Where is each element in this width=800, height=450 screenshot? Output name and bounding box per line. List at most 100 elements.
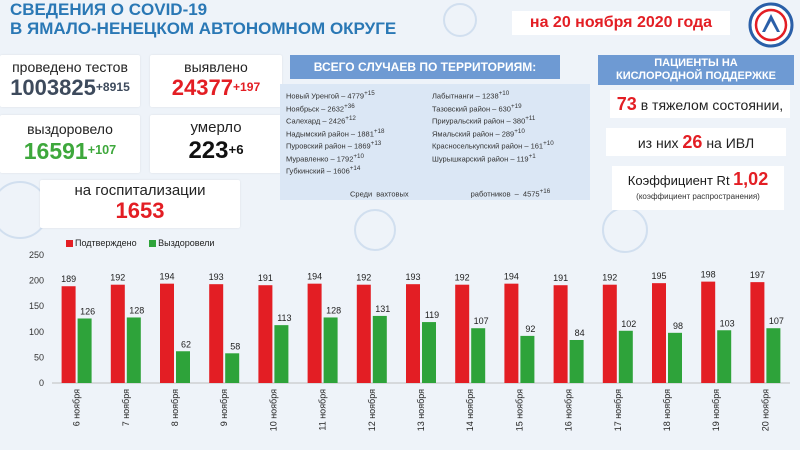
tests-label: проведено тестов [12, 59, 128, 75]
data-label-recovered: 62 [181, 339, 191, 349]
hospital-value: 1653 [115, 198, 165, 223]
territory-delta: +18 [373, 127, 385, 135]
oxygen-title-line-2: КИСЛОРОДНОЙ ПОДДЕРЖКЕ [616, 70, 776, 82]
territory-value: 161 [530, 141, 544, 151]
legend-item-recovered: Выздоровели [149, 238, 214, 248]
died-card: умерло 223+6 [150, 115, 282, 173]
x-tick-label: 12 ноября [367, 389, 377, 431]
bar-recovered [668, 332, 682, 383]
bar-confirmed [455, 284, 470, 383]
oxygen-ivl-row: из них 26 на ИВЛ [606, 128, 786, 156]
territory-shift-workers: Среди вахтовых работников – 4575+16 [350, 188, 550, 199]
rt-value: 1,02 [733, 169, 769, 189]
bar-recovered [225, 353, 240, 383]
territory-name: Салехард – [286, 116, 329, 126]
bar-recovered [569, 339, 584, 383]
left-row: Новый Уренгой – 4779+15 [286, 88, 385, 101]
bar-recovered [422, 322, 436, 383]
territory-delta: +10 [353, 152, 365, 160]
bar-recovered [618, 330, 633, 383]
left-row: Салехард – 2426+12 [286, 113, 385, 126]
y-tick-label: 250 [29, 250, 44, 260]
territory-delta: +10 [514, 127, 525, 135]
data-label-confirmed: 192 [356, 273, 371, 283]
oxygen-title-line-1: ПАЦИЕНТЫ НА [654, 57, 738, 69]
data-label-confirmed: 194 [159, 272, 174, 282]
data-label-confirmed: 191 [258, 273, 273, 283]
oxygen-ivl-suffix: на ИВЛ [702, 135, 755, 151]
data-label-confirmed: 189 [61, 274, 76, 284]
chart-legend: Подтверждено Выздоровели [66, 238, 224, 248]
right-row: Приуральский район – 380+11 [432, 113, 554, 126]
found-value: 24377 [171, 75, 233, 100]
territory-delta: +10 [498, 90, 510, 97]
data-label-confirmed: 193 [209, 272, 224, 282]
territory-delta: +14 [349, 165, 361, 172]
data-label-confirmed: 198 [701, 270, 716, 280]
territory-name: Ноябрьск – [286, 104, 328, 113]
y-tick-label: 200 [29, 276, 44, 286]
bar-confirmed [701, 281, 716, 383]
found-card: выявлено 24377+197 [150, 55, 282, 107]
territories-panel: Новый Уренгой – 4779+15 Ноябрьск – 2632+3… [280, 84, 590, 200]
territory-value: 380 [512, 116, 526, 126]
territory-value: 2426 [328, 116, 346, 126]
territory-delta: +19 [510, 102, 522, 110]
yanao-logo-icon [748, 2, 794, 48]
territory-name: Муравленко – [286, 154, 337, 163]
data-label-confirmed: 192 [110, 273, 125, 283]
bar-recovered [520, 335, 535, 383]
page-title: СВЕДЕНИЯ О COVID-19 В ЯМАЛО-НЕНЕЦКОМ АВТ… [10, 0, 440, 38]
bar-confirmed [553, 285, 568, 383]
data-label-confirmed: 192 [602, 273, 617, 283]
rt-label: Коэффициент Rt [627, 173, 734, 188]
bar-confirmed [61, 286, 76, 383]
died-delta: +6 [228, 141, 244, 157]
x-tick-label: 6 ноября [72, 389, 82, 426]
data-label-recovered: 84 [575, 328, 585, 338]
territory-name: Пуровский район – [286, 141, 354, 151]
territory-shift-value: 4575 [522, 189, 540, 199]
data-label-recovered: 98 [673, 321, 683, 331]
right-row: Тазовский район – 630+19 [432, 101, 554, 114]
bar-recovered [471, 328, 486, 383]
data-label-confirmed: 193 [405, 272, 420, 282]
x-tick-label: 13 ноября [416, 389, 426, 431]
bar-confirmed [602, 284, 617, 383]
data-label-recovered: 58 [230, 341, 240, 351]
oxygen-ivl-value: 26 [682, 132, 703, 152]
bar-recovered [717, 330, 732, 383]
territory-name: Красноселькупский район – [432, 141, 531, 151]
data-label-recovered: 126 [80, 306, 95, 316]
data-label-recovered: 128 [129, 305, 144, 315]
recovered-card: выздоровело 16591+107 [0, 115, 140, 173]
x-tick-label: 18 ноября [662, 389, 672, 431]
territories-left-column: Новый Уренгой – 4779+15 Ноябрьск – 2632+3… [286, 88, 385, 176]
territory-name: Надымский район – [286, 129, 358, 138]
bar-confirmed [258, 285, 273, 383]
tests-delta: +8915 [95, 79, 130, 94]
x-tick-label: 16 ноября [564, 389, 574, 431]
data-label-confirmed: 192 [455, 273, 470, 283]
territory-shift-part2: работников – [470, 189, 523, 199]
tests-card: проведено тестов 1003825+8915 [0, 55, 140, 107]
data-label-confirmed: 191 [553, 273, 568, 283]
territory-name: Тазовский район – [432, 104, 499, 113]
bar-confirmed [406, 284, 420, 383]
territories-title: ВСЕГО СЛУЧАЕВ ПО ТЕРРИТОРИЯМ: [290, 55, 560, 79]
died-value: 223 [188, 137, 229, 164]
bar-confirmed [652, 283, 666, 383]
data-label-confirmed: 194 [504, 272, 519, 282]
territory-name: Лабытнанги – [432, 91, 482, 101]
oxygen-title: ПАЦИЕНТЫ НА КИСЛОРОДНОЙ ПОДДЕРЖКЕ [598, 55, 794, 85]
territory-delta: +15 [364, 90, 375, 97]
legend-item-confirmed: Подтверждено [66, 238, 137, 248]
y-tick-label: 0 [39, 378, 44, 388]
right-row: Ямальский район – 289+10 [432, 126, 554, 139]
territory-value: 1792 [336, 154, 354, 163]
recovered-value-line: 16591+107 [0, 137, 140, 165]
bar-confirmed [307, 283, 322, 383]
territory-delta: +36 [344, 102, 355, 110]
left-row: Муравленко – 1792+10 [286, 151, 385, 164]
